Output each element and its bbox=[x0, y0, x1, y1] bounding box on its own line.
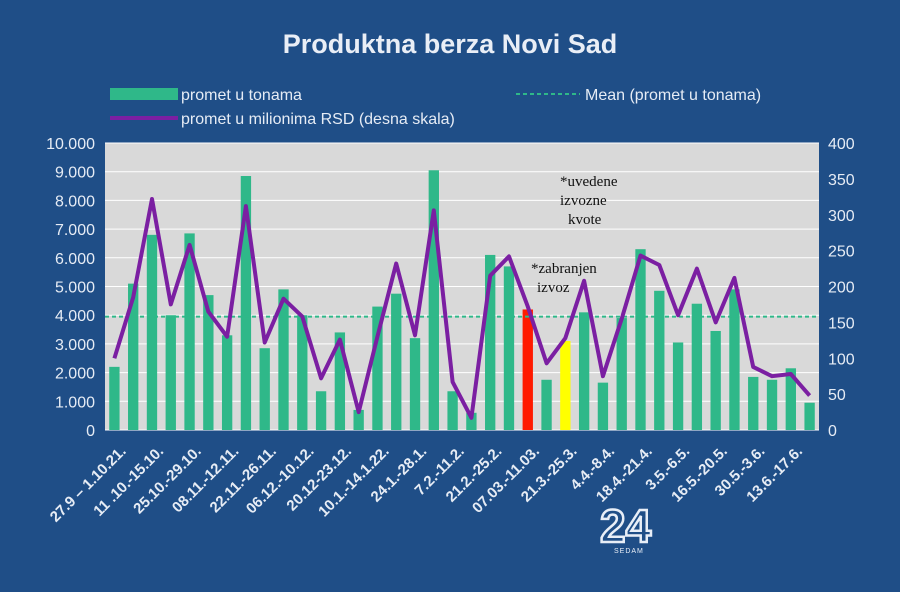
watermark-logo: 24 SEDAM bbox=[599, 499, 653, 555]
annotation-uvedene-line-2: izvozne bbox=[560, 193, 607, 209]
legend-bar-label: promet u tonama bbox=[181, 87, 302, 104]
bar bbox=[635, 249, 646, 430]
y-left-tick-label: 4.000 bbox=[55, 308, 95, 325]
bar bbox=[672, 342, 684, 430]
y-left-tick-label: 5.000 bbox=[55, 280, 95, 297]
bar bbox=[729, 289, 740, 430]
y-right-tick-label: 0 bbox=[828, 423, 837, 440]
bar bbox=[391, 293, 402, 430]
bar bbox=[109, 366, 120, 430]
y-right-tick-label: 200 bbox=[828, 280, 855, 297]
bar bbox=[466, 412, 477, 430]
watermark-text: SEDAM bbox=[614, 548, 644, 555]
y-right-tick-label: 400 bbox=[828, 136, 855, 153]
bar bbox=[804, 402, 815, 430]
y-left-tick-label: 7.000 bbox=[55, 222, 95, 239]
bar bbox=[578, 312, 590, 430]
annotation-zabranjen-line-1: *zabranjen bbox=[531, 261, 597, 277]
bar bbox=[278, 289, 289, 430]
legend-mean-label: Mean (promet u tonama) bbox=[585, 87, 761, 104]
legend-bar-swatch bbox=[110, 88, 178, 100]
bar bbox=[522, 309, 533, 430]
annotation-zabranjen: *zabranjen izvoz bbox=[531, 261, 601, 296]
bar bbox=[616, 318, 627, 430]
bar bbox=[372, 306, 383, 430]
x-ticks: 27.9 – 1.10.21.11 .10.-15.10.25.10.-29.1… bbox=[47, 443, 806, 526]
y-left-tick-label: 2.000 bbox=[55, 366, 95, 383]
watermark-number: 24 bbox=[600, 500, 652, 552]
bar bbox=[409, 338, 421, 430]
bar bbox=[766, 379, 778, 430]
y-right-tick-label: 350 bbox=[828, 172, 855, 189]
annotation-uvedene: *uvedene izvozne kvote bbox=[560, 174, 621, 228]
bar bbox=[560, 341, 571, 430]
bar bbox=[146, 234, 158, 430]
series-line-rsd bbox=[112, 197, 812, 420]
y-left-tick-label: 6.000 bbox=[55, 251, 95, 268]
y-left-tick-label: 1.000 bbox=[55, 394, 95, 411]
y-right-tick-label: 100 bbox=[828, 351, 855, 368]
bar bbox=[259, 348, 270, 430]
bar bbox=[710, 330, 721, 430]
bar bbox=[334, 332, 346, 430]
bar bbox=[353, 409, 364, 430]
chart-title: Produktna berza Novi Sad bbox=[283, 29, 618, 59]
bar bbox=[184, 233, 195, 430]
bar bbox=[748, 376, 759, 430]
y-right-tick-label: 150 bbox=[828, 315, 855, 332]
y-left-ticks: 0 1.000 2.000 3.000 4.000 5.000 6.000 7.000 8.00… bbox=[46, 136, 95, 440]
y-left-tick-label: 9.000 bbox=[55, 165, 95, 182]
bar bbox=[654, 290, 665, 430]
bar bbox=[428, 170, 439, 430]
y-left-tick-label: 8.000 bbox=[55, 193, 95, 210]
annotation-zabranjen-line-2: izvoz bbox=[537, 280, 570, 296]
annotation-uvedene-line-3: kvote bbox=[568, 212, 602, 228]
bar bbox=[297, 315, 308, 430]
y-right-ticks: 0 50 100 150 200 250 300 350 400 bbox=[828, 136, 855, 440]
bar bbox=[691, 303, 703, 430]
legend: promet u tonama Mean (promet u tonama) p… bbox=[110, 87, 761, 128]
bar bbox=[165, 315, 176, 430]
y-right-tick-label: 50 bbox=[828, 387, 846, 404]
y-left-tick-label: 3.000 bbox=[55, 337, 95, 354]
bar bbox=[203, 295, 214, 430]
bar bbox=[128, 283, 139, 430]
y-left-tick-label: 10.000 bbox=[46, 136, 95, 153]
y-left-tick-label: 0 bbox=[86, 423, 95, 440]
bar bbox=[785, 368, 796, 430]
bar bbox=[315, 391, 327, 430]
bar bbox=[240, 176, 252, 430]
bar bbox=[447, 391, 458, 430]
y-right-tick-label: 300 bbox=[828, 208, 855, 225]
bar bbox=[485, 254, 496, 430]
annotation-uvedene-line-1: *uvedene bbox=[560, 174, 618, 190]
bar bbox=[503, 266, 515, 430]
y-right-tick-label: 250 bbox=[828, 244, 855, 261]
bar bbox=[221, 335, 233, 430]
bars bbox=[109, 170, 815, 430]
bar bbox=[597, 382, 609, 430]
legend-line-label: promet u milionima RSD (desna skala) bbox=[181, 111, 455, 128]
bar bbox=[541, 379, 552, 430]
